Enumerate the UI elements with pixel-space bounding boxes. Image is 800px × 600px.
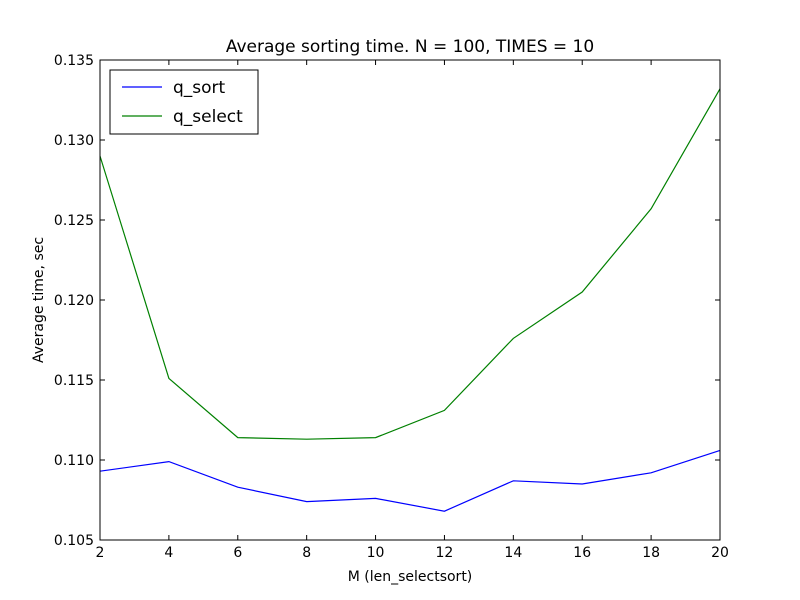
x-tick-label: 16	[573, 545, 591, 561]
x-tick-label: 2	[96, 545, 105, 561]
chart-title: Average sorting time. N = 100, TIMES = 1…	[226, 37, 594, 57]
series-line-q-select	[99, 88, 721, 440]
x-tick-label: 6	[233, 545, 242, 561]
y-tick-label: 0.120	[54, 293, 94, 309]
x-tick-label: 14	[504, 545, 522, 561]
y-axis-label: Average time, sec	[31, 237, 47, 363]
y-tick-label: 0.105	[54, 533, 94, 549]
x-tick-label: 20	[711, 545, 729, 561]
legend: q_sort q_select	[109, 69, 259, 135]
plot-area	[100, 60, 720, 540]
y-tick-label: 0.125	[54, 213, 94, 229]
legend-label-q-sort: q_sort	[173, 78, 226, 98]
y-tick-label: 0.110	[54, 453, 94, 469]
x-tick-label: 18	[642, 545, 660, 561]
y-tick-label: 0.135	[54, 53, 94, 69]
y-tick-label: 0.130	[54, 133, 94, 149]
x-tick-label: 4	[164, 545, 173, 561]
legend-box	[109, 69, 259, 135]
x-tick-label: 12	[436, 545, 454, 561]
x-axis-label: M (len_selectsort)	[348, 569, 473, 585]
series-line-q-sort	[99, 449, 721, 512]
x-tick-label: 8	[302, 545, 311, 561]
ticks-layer: 2 4 6 8 10 12 14 16 18 20 0.105 0.110 0.115 0.120 0.12…	[54, 53, 729, 561]
y-tick-label: 0.115	[54, 373, 94, 389]
x-tick-label: 10	[367, 545, 385, 561]
legend-label-q-select: q_select	[173, 107, 243, 127]
plot-background	[100, 60, 720, 540]
